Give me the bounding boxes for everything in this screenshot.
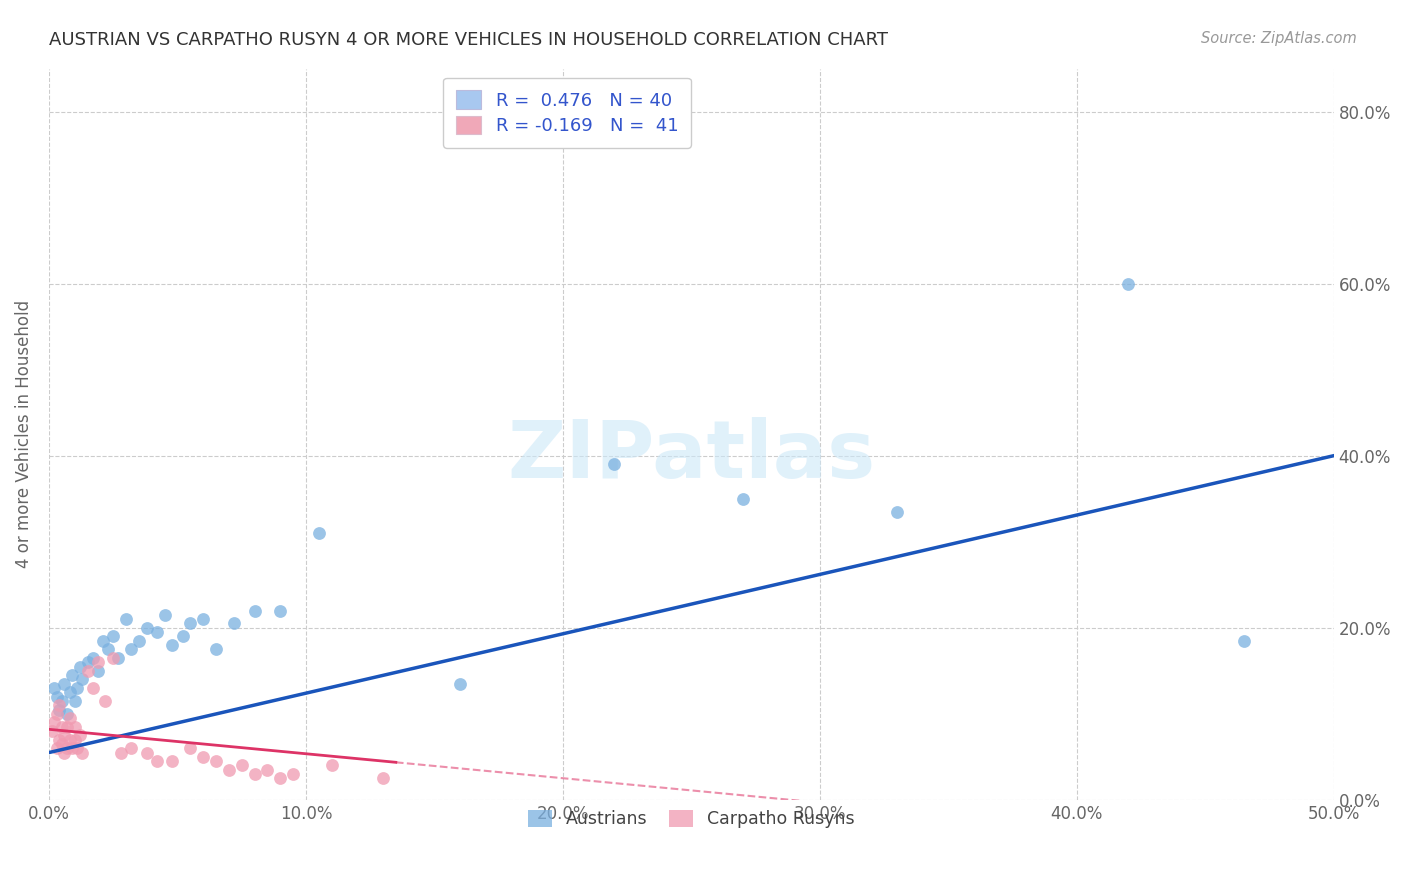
Point — [731, 491, 754, 506]
Point — [162, 638, 184, 652]
Point — [308, 526, 330, 541]
Point — [51, 694, 73, 708]
Point — [66, 681, 89, 695]
Point — [103, 629, 125, 643]
Point — [53, 728, 76, 742]
Point — [886, 505, 908, 519]
Point — [97, 642, 120, 657]
Point — [191, 749, 214, 764]
Point — [205, 642, 228, 657]
Point — [110, 746, 132, 760]
Text: Source: ZipAtlas.com: Source: ZipAtlas.com — [1201, 31, 1357, 46]
Point — [56, 741, 79, 756]
Point — [58, 732, 80, 747]
Point — [56, 706, 79, 721]
Legend: Austrians, Carpatho Rusyns: Austrians, Carpatho Rusyns — [522, 803, 862, 835]
Point — [60, 741, 83, 756]
Point — [243, 767, 266, 781]
Point — [53, 676, 76, 690]
Point — [120, 642, 142, 657]
Point — [45, 706, 67, 721]
Point — [58, 685, 80, 699]
Y-axis label: 4 or more Vehicles in Household: 4 or more Vehicles in Household — [15, 300, 32, 568]
Point — [58, 711, 80, 725]
Point — [321, 758, 343, 772]
Point — [162, 754, 184, 768]
Point — [146, 625, 169, 640]
Point — [87, 655, 110, 669]
Point — [222, 616, 245, 631]
Point — [60, 668, 83, 682]
Point — [72, 746, 94, 760]
Point — [281, 767, 304, 781]
Point — [72, 673, 94, 687]
Point — [135, 621, 157, 635]
Point — [51, 737, 73, 751]
Point — [63, 694, 86, 708]
Point — [76, 664, 98, 678]
Point — [146, 754, 169, 768]
Point — [256, 763, 278, 777]
Point — [56, 720, 79, 734]
Point — [128, 633, 150, 648]
Point — [120, 741, 142, 756]
Point — [243, 604, 266, 618]
Point — [42, 715, 65, 730]
Point — [63, 720, 86, 734]
Point — [45, 690, 67, 704]
Point — [179, 616, 201, 631]
Point — [41, 724, 63, 739]
Point — [103, 651, 125, 665]
Text: ZIPatlas: ZIPatlas — [508, 417, 876, 495]
Point — [42, 681, 65, 695]
Point — [76, 655, 98, 669]
Point — [91, 633, 114, 648]
Point — [1116, 277, 1139, 291]
Point — [231, 758, 253, 772]
Point — [69, 728, 91, 742]
Point — [115, 612, 138, 626]
Point — [205, 754, 228, 768]
Point — [82, 681, 104, 695]
Text: AUSTRIAN VS CARPATHO RUSYN 4 OR MORE VEHICLES IN HOUSEHOLD CORRELATION CHART: AUSTRIAN VS CARPATHO RUSYN 4 OR MORE VEH… — [49, 31, 889, 49]
Point — [153, 607, 176, 622]
Point — [87, 664, 110, 678]
Point — [1233, 633, 1256, 648]
Point — [603, 458, 626, 472]
Point — [269, 604, 291, 618]
Point — [269, 772, 291, 786]
Point — [63, 732, 86, 747]
Point — [48, 698, 70, 713]
Point — [107, 651, 129, 665]
Point — [45, 741, 67, 756]
Point — [51, 720, 73, 734]
Point — [449, 676, 471, 690]
Point — [191, 612, 214, 626]
Point — [66, 741, 89, 756]
Point — [82, 651, 104, 665]
Point — [48, 702, 70, 716]
Point — [48, 732, 70, 747]
Point — [53, 746, 76, 760]
Point — [179, 741, 201, 756]
Point — [94, 694, 117, 708]
Point — [135, 746, 157, 760]
Point — [69, 659, 91, 673]
Point — [371, 772, 394, 786]
Point — [172, 629, 194, 643]
Point — [218, 763, 240, 777]
